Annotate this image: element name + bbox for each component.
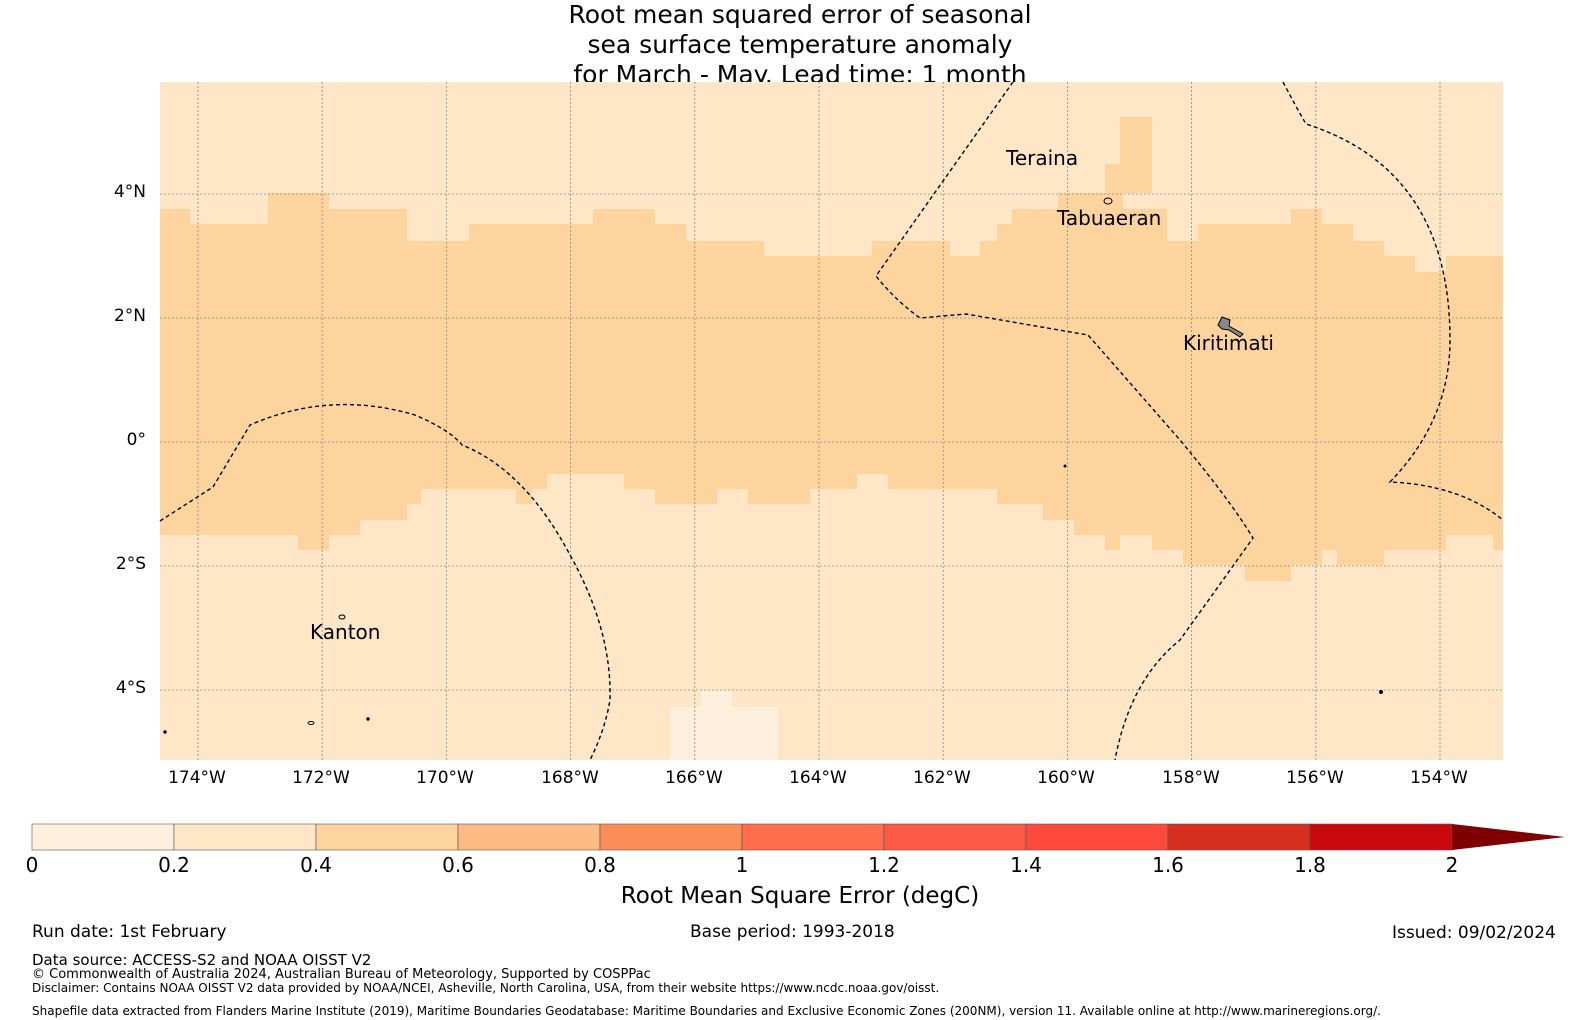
lon-label-154w: 154°W (1410, 768, 1468, 788)
shapefile-credit: Shapefile data extracted from Flanders M… (32, 1004, 1381, 1018)
lon-label-172w: 172°W (292, 768, 350, 788)
rmse-low-patch (670, 691, 778, 760)
place-label-kanton: Kanton (310, 620, 381, 644)
eez-boundaries (159, 81, 1504, 761)
gridlines (160, 82, 1503, 760)
island-kanton-shape (338, 614, 346, 620)
issued-date: Issued: 09/02/2024 (1392, 923, 1556, 943)
colorbar-segment-1 (173, 823, 317, 851)
copyright: © Commonwealth of Australia 2024, Austra… (32, 967, 651, 982)
colorbar-segment-6 (883, 823, 1027, 851)
islands (163, 197, 1383, 734)
title-line-2: sea surface temperature anomaly (587, 30, 1013, 59)
colorbar-tick-1.2: 1.2 (868, 853, 900, 877)
rmse-band-bump (1105, 117, 1152, 193)
place-label-teraina: Teraina (1006, 146, 1079, 170)
colorbar-segment-7 (1025, 823, 1169, 851)
eez-boundary-phoenix (159, 403, 611, 761)
title-line-1: Root mean squared error of seasonal (568, 0, 1032, 29)
colorbar (31, 823, 1565, 851)
place-label-tabuaeran: Tabuaeran (1057, 206, 1162, 230)
lon-label-164w: 164°W (789, 768, 847, 788)
colorbar-segment-8 (1167, 823, 1311, 851)
colorbar-tick-0.8: 0.8 (584, 853, 616, 877)
lon-label-168w: 168°W (541, 768, 599, 788)
rmse-band-0.4-0.6 (160, 193, 1503, 581)
lon-label-160w: 160°W (1037, 768, 1095, 788)
island-small-3 (163, 730, 167, 734)
island-kiritimati-shape (1217, 316, 1244, 338)
lon-label-170w: 170°W (416, 768, 474, 788)
island-small-5 (1063, 464, 1067, 468)
lon-label-174w: 174°W (168, 768, 226, 788)
rmse-field (160, 82, 1503, 760)
lat-label-4s: 4°S (115, 678, 146, 698)
island-small-4 (1379, 690, 1383, 694)
colorbar-tick-1.6: 1.6 (1152, 853, 1184, 877)
lat-label-2n: 2°N (113, 306, 146, 326)
lon-label-158w: 158°W (1162, 768, 1220, 788)
place-label-kiritimati: Kiritimati (1183, 331, 1274, 355)
island-small-2 (366, 717, 370, 721)
island-tabuaeran-shape (1103, 197, 1113, 205)
colorbar-tick-1: 1 (735, 853, 749, 877)
eez-boundary-line-islands (875, 81, 1254, 761)
colorbar-segment-2 (315, 823, 459, 851)
colorbar-segment-4 (599, 823, 743, 851)
lat-label-4n: 4°N (113, 182, 146, 202)
lat-label-0: 0° (126, 430, 146, 450)
colorbar-segment-9 (1309, 823, 1453, 851)
colorbar-tick-0.6: 0.6 (442, 853, 474, 877)
lon-label-156w: 156°W (1286, 768, 1344, 788)
colorbar-segment-3 (457, 823, 601, 851)
colorbar-tick-0.4: 0.4 (300, 853, 332, 877)
disclaimer: Disclaimer: Contains NOAA OISST V2 data … (32, 981, 940, 995)
colorbar-label: Root Mean Square Error (degC) (620, 883, 980, 909)
colorbar-segment-0 (31, 823, 175, 851)
colorbar-tick-2: 2 (1445, 853, 1459, 877)
colorbar-tick-1.4: 1.4 (1010, 853, 1042, 877)
colorbar-tick-1.8: 1.8 (1294, 853, 1326, 877)
island-small-1 (307, 721, 315, 725)
data-source: Data source: ACCESS-S2 and NOAA OISST V2 (32, 951, 372, 969)
base-period: Base period: 1993-2018 (690, 922, 895, 942)
lon-label-166w: 166°W (665, 768, 723, 788)
run-date: Run date: 1st February (32, 922, 227, 942)
colorbar-tick-0.2: 0.2 (158, 853, 190, 877)
colorbar-segment-5 (741, 823, 885, 851)
lat-label-2s: 2°S (115, 554, 146, 574)
colorbar-extend-arrow (1452, 824, 1565, 850)
colorbar-tick-0: 0 (25, 853, 39, 877)
lon-label-162w: 162°W (913, 768, 971, 788)
